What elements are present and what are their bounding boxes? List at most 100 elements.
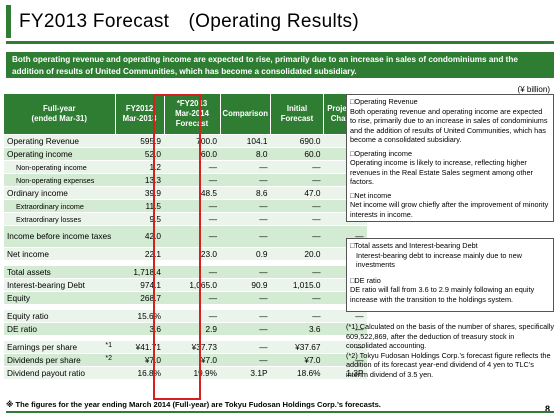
cell-fy2012: 268.7 [115,291,164,305]
cell-projected-change: 1.3P [323,366,367,380]
row-label-text: Ordinary income [7,188,68,198]
row-label-text: Earnings per share [7,342,78,352]
cell-fy2013-forecast: — [164,160,220,174]
cell-fy2013-forecast: — [164,291,220,305]
cell-fy2012: 39.9 [115,186,164,200]
cell-comparison: — [220,291,271,305]
row-label-text: Equity ratio [7,311,49,321]
cell-fy2013-forecast: 60.0 [164,147,220,161]
cell-initial-forecast: 20.0 [270,247,324,261]
bottom-rule [6,411,554,413]
header-label: Full-year (ended Mar-31) [4,94,116,135]
cell-fy2012: 3.6 [115,322,164,336]
title-bar: FY2013 Forecast (Operating Results) [6,5,554,44]
cell-comparison: — [220,199,271,213]
row-label-text: Extraordinary income [16,201,84,211]
cell-initial-forecast: — [270,173,324,187]
page-number: 8 [544,404,550,414]
table-row: Equity ratio 15.6% — — — — [4,309,367,323]
cell-initial-forecast: — [270,199,324,213]
cell-fy2012: 595.9 [115,134,164,148]
cell-fy2013-forecast: — [164,265,220,279]
table-row: Interest-bearing Debt 974.1 1,065.0 90.9 1,0… [4,278,367,292]
table-row: Dividends per share *2 ¥7.0 ¥7.0— ¥7.0— [4,353,367,367]
header-fy2013: *FY2013 Mar-2014 Forecast [164,94,221,135]
cell-comparison: — [220,225,271,248]
row-label: Extraordinary income [4,199,115,213]
row-label: Equity ratio [4,309,115,323]
cell-initial-forecast: — [270,212,324,226]
cell-fy2013-forecast: 700.0 [164,134,220,148]
cell-fy2012: ¥7.0 [115,353,164,367]
row-label: Ordinary income [4,186,115,200]
cell-initial-forecast: ¥7.0 [270,353,324,367]
row-label: Earnings per share *1 [4,340,115,354]
header-fy2012: FY2012 Mar-2013 [115,94,165,135]
cell-fy2013-forecast: — [164,309,220,323]
row-label: Dividends per share *2 [4,353,115,367]
row-label: Net income [4,247,115,261]
unit-label: (¥ billion) [517,85,550,94]
cell-initial-forecast: 18.6% [270,366,324,380]
cell-comparison: — [220,173,271,187]
cell-fy2012: 15.6% [115,309,164,323]
cell-comparison: — [220,265,271,279]
note-op-revenue-heading: □Operating Revenue [350,97,418,106]
cell-comparison: 8.0 [220,147,271,161]
cell-fy2013-forecast: — [164,173,220,187]
row-label: Dividend payout ratio [4,366,115,380]
row-footnote-mark: *2 [105,355,112,362]
footnotes: (*1) Calculated on the basis of the numb… [346,322,556,379]
row-label: Extraordinary losses [4,212,115,226]
results-table: Full-year (ended Mar-31) FY2012 Mar-2013 *… [4,94,367,380]
cell-initial-forecast: 1,015.0 [270,278,324,292]
notes-box-income: □Operating Revenue Both operating revenu… [346,94,554,222]
cell-comparison: — [220,353,271,367]
header-comparison: Comparison [220,94,271,135]
cell-initial-forecast: — [270,160,324,174]
cell-initial-forecast: 60.0 [270,147,324,161]
note-op-revenue: Both operating revenue and operating inc… [350,106,548,145]
footnote-2: (*2) Tokyu Fudosan Holdings Corp.’s fore… [346,350,551,379]
table-row: Operating Revenue595.9700.0104.1690.010.… [4,134,367,148]
cell-comparison: 8.6 [220,186,271,200]
row-label-text: Net income [7,249,49,259]
cell-comparison: — [220,340,271,354]
cell-fy2013-forecast: 19.9% [164,366,220,380]
row-label: Equity [4,291,115,305]
cell-fy2012: 52.0 [115,147,164,161]
bottom-note: ※ The figures for the year ending March … [6,400,381,409]
cell-initial-forecast: 690.0 [270,134,324,148]
row-label-text: DE ratio [7,324,37,334]
cell-fy2012: 42.0 [115,225,164,248]
row-gap [4,304,367,310]
row-label: Interest-bearing Debt [4,278,115,292]
cell-projected-change: — [323,353,367,367]
cell-comparison: 3.1P [220,366,271,380]
cell-initial-forecast: 3.6 [270,322,324,336]
footnote-1: (*1) Calculated on the basis of the numb… [346,322,555,350]
row-label: Total assets [4,265,115,279]
table-row: Dividend payout ratio 16.8% 19.9% 3.1P 18.6%… [4,366,367,380]
note-de: DE ratio will fall from 3.6 to 2.9 mainl… [350,285,535,304]
cell-fy2013-forecast: ¥7.0 [164,353,220,367]
cell-fy2013-forecast: ¥37.73 [164,340,220,354]
cell-initial-forecast: — [270,291,324,305]
cell-fy2012: 13.3 [115,173,164,187]
cell-projected-change: — [323,309,367,323]
note-op-income: Operating income is likely to increase, … [350,158,533,186]
row-label-text: Dividends per share [7,355,81,365]
table-row: DE ratio 3.6 2.9—3.6— [4,322,367,336]
note-assets: Interest-bearing debt to increase mainly… [356,250,522,270]
row-footnote-mark: *1 [105,342,112,349]
cell-comparison: 90.9 [220,278,271,292]
cell-fy2012: 16.8% [115,366,164,380]
row-label: DE ratio [4,322,115,336]
